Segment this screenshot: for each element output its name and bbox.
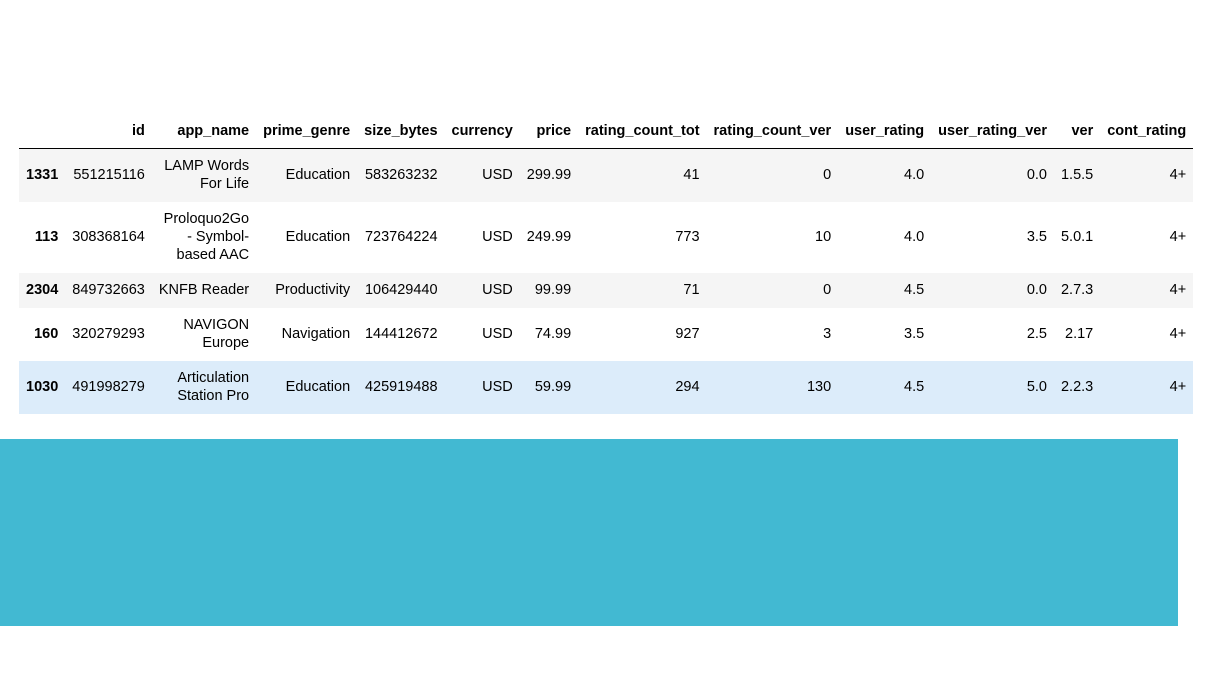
column-header-size-bytes: size_bytes	[357, 113, 445, 149]
cell-user-rating-ver: 3.5	[1026, 229, 1047, 245]
row-index: 113	[34, 229, 59, 245]
header-row: id app_name prime_genre size_bytes curre…	[19, 113, 1194, 149]
cell-prime-genre: Education	[285, 167, 351, 184]
cell-user-rating-ver: 2.5	[1026, 326, 1047, 342]
cell-id: 320279293	[72, 326, 145, 342]
cell-app-name: Proloquo2Go - Symbol-based AAC	[163, 211, 250, 263]
cell-ver: 1.5.5	[1060, 167, 1094, 184]
column-header-ver: ver	[1053, 113, 1101, 149]
cell-currency: USD	[482, 326, 513, 342]
row-index: 1030	[26, 379, 59, 395]
cell-user-rating: 4.0	[904, 229, 925, 245]
cell-app-name: NAVIGON Europe	[183, 317, 250, 351]
column-header-id: id	[65, 113, 152, 149]
cell-user-rating: 4.5	[904, 379, 925, 395]
column-header-currency: currency	[444, 113, 520, 149]
cell-rating-count-ver: 0	[823, 167, 832, 184]
cell-cont-rating: 4+	[1169, 229, 1187, 245]
row-index: 2304	[26, 282, 59, 298]
cell-price: 59.99	[534, 379, 572, 395]
cell-user-rating-ver: 5.0	[1026, 379, 1047, 395]
cell-rating-count-ver: 130	[806, 379, 832, 395]
cell-id: 308368164	[72, 229, 145, 245]
column-header-index	[19, 113, 66, 149]
cell-rating-count-ver: 10	[815, 229, 832, 245]
cell-rating-count-tot: 773	[675, 229, 700, 245]
cell-id: 551215116	[73, 167, 145, 184]
column-header-price: price	[519, 113, 579, 149]
cell-price: 74.99	[534, 326, 572, 342]
cell-rating-count-tot: 927	[675, 326, 700, 342]
cell-price: 249.99	[526, 229, 572, 245]
cell-rating-count-tot: 71	[683, 282, 700, 298]
cell-price: 299.99	[526, 167, 572, 184]
column-header-app-name: app_name	[151, 113, 257, 149]
cell-id: 491998279	[72, 379, 145, 395]
cell-prime-genre: Navigation	[281, 326, 351, 342]
cell-id: 849732663	[72, 282, 145, 298]
cell-user-rating-ver: 0.0	[1026, 282, 1047, 298]
cell-cont-rating: 4+	[1169, 326, 1187, 342]
table-header: id app_name prime_genre size_bytes curre…	[19, 113, 1194, 149]
dataframe-table: id app_name prime_genre size_bytes curre…	[19, 113, 1194, 414]
column-header-prime-genre: prime_genre	[256, 113, 358, 149]
teal-banner	[0, 439, 1178, 626]
cell-currency: USD	[482, 379, 513, 395]
column-header-user-rating: user_rating	[838, 113, 932, 149]
cell-rating-count-tot: 294	[675, 379, 700, 395]
table-row: 1331 551215116 LAMP Words For Life Educa…	[19, 148, 1194, 202]
cell-size-bytes: 425919488	[364, 379, 438, 395]
table-row: 113 308368164 Proloquo2Go - Symbol-based…	[19, 201, 1194, 273]
column-header-user-rating-ver: user_rating_ver	[931, 113, 1054, 149]
column-header-cont-rating: cont_rating	[1100, 113, 1194, 149]
cell-app-name: Articulation Station Pro	[177, 370, 250, 404]
cell-app-name: KNFB Reader	[158, 282, 250, 298]
table-body: 1331 551215116 LAMP Words For Life Educa…	[19, 148, 1194, 414]
cell-user-rating-ver: 0.0	[1026, 167, 1047, 184]
cell-cont-rating: 4+	[1169, 167, 1187, 184]
cell-app-name: LAMP Words For Life	[164, 158, 250, 193]
cell-rating-count-ver: 3	[823, 326, 832, 342]
cell-cont-rating: 4+	[1169, 282, 1187, 298]
cell-price: 99.99	[534, 282, 572, 298]
cell-currency: USD	[482, 167, 513, 184]
table-row: 160 320279293 NAVIGON Europe Navigation …	[19, 307, 1194, 361]
cell-size-bytes: 723764224	[364, 229, 438, 245]
table-row: 1030 491998279 Articulation Station Pro …	[19, 360, 1194, 414]
cell-user-rating: 4.0	[904, 167, 925, 184]
cell-prime-genre: Education	[285, 229, 351, 245]
cell-ver: 5.0.1	[1060, 229, 1094, 245]
cell-ver: 2.7.3	[1060, 282, 1094, 298]
cell-size-bytes: 583263232	[364, 167, 438, 184]
cell-currency: USD	[482, 282, 513, 298]
cell-rating-count-ver: 0	[823, 282, 832, 298]
column-header-rating-count-tot: rating_count_tot	[578, 113, 707, 149]
cell-ver: 2.2.3	[1060, 379, 1094, 395]
cell-user-rating: 3.5	[904, 326, 925, 342]
column-header-rating-count-ver: rating_count_ver	[706, 113, 839, 149]
cell-user-rating: 4.5	[904, 282, 925, 298]
row-index: 1331	[26, 167, 59, 184]
cell-ver: 2.17	[1065, 326, 1094, 342]
cell-prime-genre: Productivity	[275, 282, 351, 298]
row-index: 160	[34, 326, 59, 342]
cell-rating-count-tot: 41	[683, 167, 700, 184]
cell-prime-genre: Education	[285, 379, 351, 395]
cell-size-bytes: 106429440	[364, 282, 438, 298]
dataframe-output: id app_name prime_genre size_bytes curre…	[19, 113, 1194, 414]
table-row: 2304 849732663 KNFB Reader Productivity …	[19, 272, 1194, 308]
cell-cont-rating: 4+	[1169, 379, 1187, 395]
cell-currency: USD	[482, 229, 513, 245]
cell-size-bytes: 144412672	[364, 326, 438, 342]
